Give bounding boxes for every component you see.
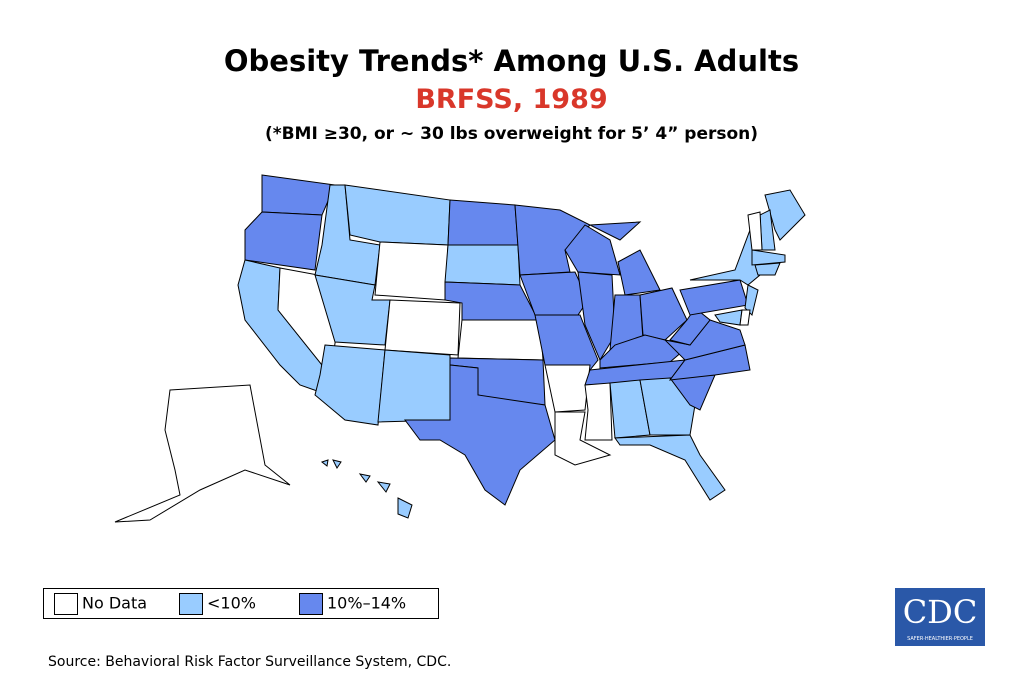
us-map <box>114 174 806 523</box>
state <box>314 344 386 426</box>
state <box>344 184 451 246</box>
state <box>617 249 661 296</box>
state <box>751 249 786 266</box>
state <box>754 262 781 276</box>
state <box>444 244 521 286</box>
state <box>397 497 413 519</box>
logo-text: CDC <box>902 593 978 631</box>
state <box>739 309 751 326</box>
legend-label: 10%–14% <box>327 593 407 613</box>
legend: No Data <10% 10%–14% <box>43 588 439 619</box>
state <box>544 364 591 413</box>
note: (*BMI ≥30, or ~ 30 lbs overweight for 5’… <box>264 124 759 144</box>
state <box>457 319 544 361</box>
legend-label: <10% <box>207 593 256 613</box>
state <box>114 384 291 523</box>
state <box>689 228 761 286</box>
state <box>384 299 461 356</box>
legend-swatch <box>54 593 78 615</box>
legend-item: <10% <box>179 593 256 615</box>
state <box>447 199 519 246</box>
state <box>377 349 451 423</box>
state <box>320 459 329 467</box>
logo-tagline: SAFER·HEALTHIER·PEOPLE <box>907 636 973 642</box>
legend-item: 10%–14% <box>299 593 406 615</box>
state <box>404 364 556 506</box>
state <box>639 287 688 341</box>
state <box>614 434 726 501</box>
state <box>376 481 391 493</box>
legend-item: No Data <box>54 593 147 615</box>
state <box>584 382 613 441</box>
cdc-logo: CDC SAFER·HEALTHIER·PEOPLE <box>895 588 985 646</box>
subtitle: BRFSS, 1989 <box>415 84 608 115</box>
state <box>744 284 759 316</box>
state <box>588 221 642 241</box>
legend-swatch <box>299 593 323 615</box>
state <box>332 459 342 469</box>
state <box>374 241 449 301</box>
legend-swatch <box>179 593 203 615</box>
state <box>564 224 621 276</box>
state <box>244 211 323 271</box>
state <box>534 314 599 371</box>
state <box>358 473 371 483</box>
state <box>764 189 806 241</box>
legend-label: No Data <box>82 593 148 613</box>
title: Obesity Trends* Among U.S. Adults <box>223 44 800 78</box>
state <box>577 271 616 362</box>
state <box>679 279 749 316</box>
state <box>261 174 336 216</box>
source: Source: Behavioral Risk Factor Surveilla… <box>48 654 452 670</box>
state <box>747 211 763 251</box>
state <box>554 411 612 466</box>
